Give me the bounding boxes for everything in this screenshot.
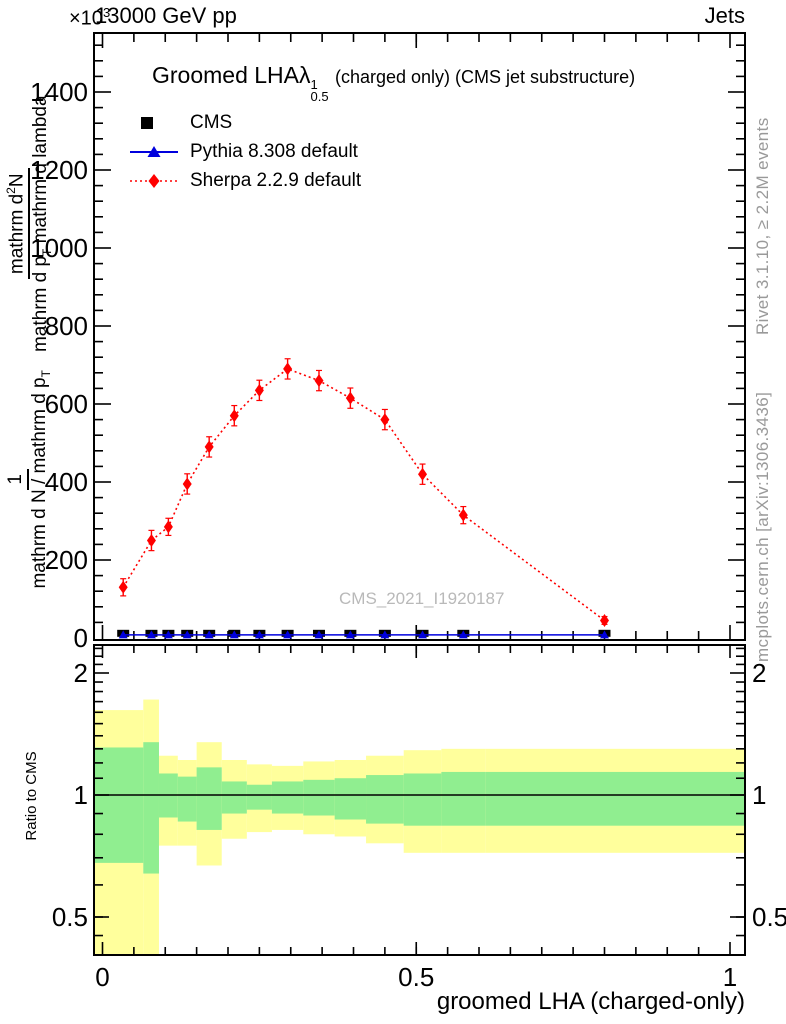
tick-label: 1 [723,962,737,992]
pythia-line-triangle-icon [130,146,178,157]
tick-label: 1000 [30,233,88,263]
mcplots-arxiv-note: mcplots.cern.ch [arXiv:1306.3436] [753,391,772,662]
tick-label: 0 [74,623,88,653]
watermark: CMS_2021_I1920187 [339,589,505,608]
cms-square-marker-icon [141,117,153,129]
tick-label: 0.5 [52,902,88,932]
tick-label: 0.5 [398,962,434,992]
tick-label: 0.5 [752,902,786,932]
axis-ticks [95,34,744,954]
header-collision-energy: 13000 GeV pp [95,3,237,28]
tick-label: 600 [45,389,88,419]
legend: CMS Pythia 8.308 default Sherpa 2.2.9 de… [130,112,361,192]
plot-title-suffix: (charged only) (CMS jet substructure) [334,67,636,87]
tick-label: 1 [74,780,88,810]
tick-label: 1200 [30,155,88,185]
legend-label-sherpa: Sherpa 2.2.9 default [190,170,362,191]
y-axis-label: 1 mathrm d N / mathrm d pT mathrm d2N ma… [0,42,58,642]
legend-item-cms: CMS [130,112,361,134]
tick-label: 800 [45,311,88,341]
sherpa-series [118,358,609,627]
tick-label: 2 [74,658,88,688]
legend-item-pythia: Pythia 8.308 default [130,141,361,163]
y-axis-multiplier: ×103 [69,5,111,30]
plot-title: Groomed LHAλ 1 0.5 (charged only) (CMS jet… [152,62,635,103]
legend-label-cms: CMS [190,112,233,133]
x-axis-label: groomed LHA (charged-only) [436,988,745,1015]
y-axis-label-factor2: mathrm d2N mathrm d pT mathrm d lambda [3,95,55,353]
y-axis-label-factor1: 1 mathrm d N / mathrm d pT [5,370,53,589]
tick-label: 2 [752,658,766,688]
tick-label: 200 [45,545,88,575]
legend-label-pythia: Pythia 8.308 default [190,141,358,162]
tick-label: 1 [752,780,766,810]
plot-title-prefix: Groomed LHA [152,62,300,88]
ratio-bands [95,699,744,954]
lambda-indices: 1 0.5 [310,77,329,104]
legend-item-sherpa: Sherpa 2.2.9 default [130,170,361,192]
rivet-version-note: Rivet 3.1.10, ≥ 2.2M events [753,117,772,335]
pythia-series [118,630,609,639]
lambda-symbol: λ [299,62,311,88]
tick-label: 1400 [30,77,88,107]
panel-frames [93,32,746,956]
ratio-y-axis-label: Ratio to CMS [22,751,40,841]
cms-series [117,629,611,637]
header-analysis-group: Jets [704,3,745,28]
tick-label: 400 [45,467,88,497]
sherpa-line-diamond-icon [130,174,178,188]
tick-label: 0 [95,962,109,992]
